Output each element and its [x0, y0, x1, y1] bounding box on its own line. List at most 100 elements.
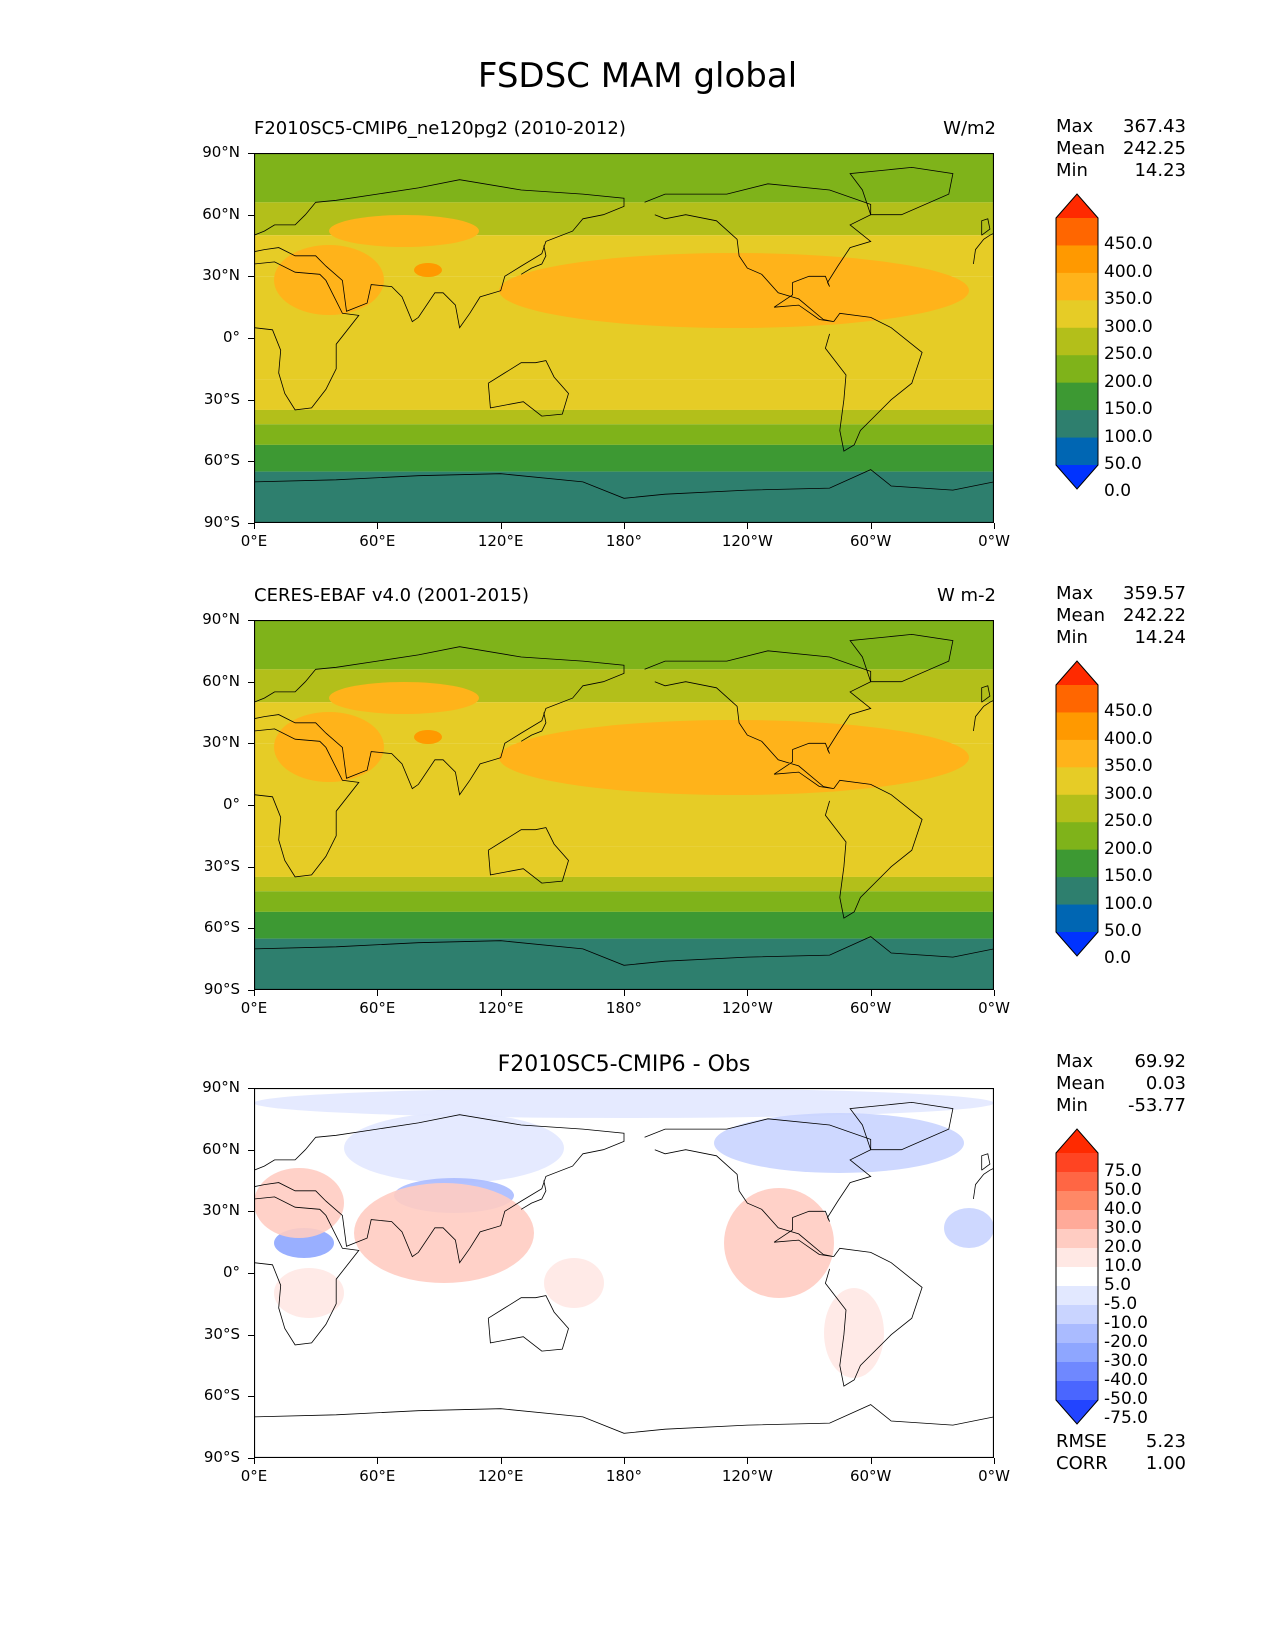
- colorbar-tick-label: -20.0: [1104, 1332, 1148, 1352]
- lat-tick-label: 90°S: [203, 1448, 240, 1466]
- colorbar-tick-label: 350.0: [1104, 289, 1153, 310]
- lon-tick-label: 0°W: [978, 999, 1010, 1017]
- lat-tick-mark: [248, 681, 254, 683]
- lon-tick-mark: [870, 523, 872, 529]
- lat-tick-label: 30°N: [202, 1201, 240, 1220]
- panel-title: F2010SC5-CMIP6 - Obs: [497, 1052, 751, 1077]
- zonal-band: [254, 876, 994, 892]
- coastline: [849, 633, 954, 683]
- stat-min: Min 14.23: [1056, 160, 1186, 182]
- lon-tick-label: 60°E: [359, 999, 396, 1017]
- panel-units: W m-2: [936, 585, 996, 606]
- stat-value: 0.03: [1145, 1073, 1186, 1094]
- coastline: [520, 712, 547, 742]
- colorbar-extend-min: [1056, 1400, 1098, 1424]
- colorbar-extend-min: [1056, 932, 1098, 956]
- coastline: [824, 312, 923, 452]
- stat-label: Mean: [1056, 1073, 1106, 1094]
- colorbar-extend-max: [1056, 194, 1098, 218]
- stat-value: 14.23: [1134, 160, 1186, 181]
- stat-label: RMSE: [1056, 1431, 1107, 1452]
- stat-max: Max 69.92: [1056, 1051, 1186, 1073]
- map-plot: [254, 153, 994, 523]
- colorbar-segment: [1056, 437, 1098, 466]
- panel-units: W/m2: [943, 118, 996, 139]
- high-flux-region: [274, 245, 384, 315]
- lon-tick-label: 120°E: [477, 999, 524, 1017]
- colorbar-segment: [1056, 1172, 1098, 1192]
- high-flux-region: [499, 720, 969, 795]
- stat-label: Min: [1056, 627, 1088, 648]
- colorbar-segment: [1056, 1286, 1098, 1306]
- colorbar-tick-label: 450.0: [1104, 701, 1153, 722]
- lat-tick-mark: [248, 276, 254, 278]
- colorbar-tick-label: 100.0: [1104, 426, 1153, 447]
- colorbar-tick-label: 250.0: [1104, 344, 1153, 365]
- zonal-band: [254, 471, 994, 523]
- lon-tick-label: 180°: [605, 999, 643, 1017]
- colorbar-tick-label: 250.0: [1104, 811, 1153, 832]
- anomaly-region: [824, 1288, 884, 1378]
- lon-tick-label: 120°E: [477, 1467, 524, 1485]
- coastline-layer: [254, 166, 994, 499]
- lon-tick-label: 120°W: [721, 999, 773, 1017]
- lat-tick-mark: [248, 1211, 254, 1213]
- coastline: [254, 1196, 360, 1346]
- colorbar-segment: [1056, 1210, 1098, 1230]
- lat-tick-label: 60°S: [203, 451, 240, 470]
- stat-label: Max: [1056, 1051, 1094, 1072]
- coastline: [973, 232, 994, 265]
- stat-rmse: RMSE 5.23: [1056, 1431, 1186, 1453]
- map-svg: [254, 1088, 994, 1458]
- colorbar-tick-label: -30.0: [1104, 1351, 1148, 1371]
- lon-tick-label: 60°W: [849, 1467, 892, 1485]
- lon-tick-mark: [624, 990, 625, 996]
- map-svg: [254, 620, 994, 990]
- coastline: [254, 1114, 625, 1264]
- colorbar-segment: [1056, 1153, 1098, 1173]
- zonal-band: [254, 424, 994, 445]
- high-flux-region: [499, 253, 969, 328]
- colorbar-segment: [1056, 355, 1098, 384]
- stat-min: Min -53.77: [1056, 1095, 1186, 1117]
- colorbar-tick-label: 150.0: [1104, 866, 1153, 887]
- lat-tick-label: 90°N: [202, 143, 240, 161]
- lat-tick-mark: [248, 1458, 254, 1459]
- coastline: [973, 699, 994, 732]
- stat-label: Min: [1056, 160, 1088, 181]
- coastline: [824, 1247, 923, 1387]
- lat-tick-label: 60°N: [202, 671, 240, 690]
- colorbar-tick-label: 100.0: [1104, 893, 1153, 914]
- tibetan-plateau-max: [414, 730, 442, 744]
- lat-tick-mark: [248, 1334, 254, 1336]
- stat-mean: Mean 242.25: [1056, 138, 1186, 160]
- lat-tick-mark: [248, 866, 254, 868]
- lat-tick-mark: [248, 214, 254, 216]
- lon-tick-mark: [994, 990, 995, 996]
- anomaly-region: [544, 1258, 604, 1308]
- coastline: [849, 166, 954, 216]
- stat-label: Max: [1056, 583, 1094, 604]
- lat-tick-label: 90°N: [202, 1078, 240, 1096]
- colorbar-tick-label: 0.0: [1104, 481, 1132, 502]
- colorbar-tick-label: 20.0: [1104, 1237, 1142, 1257]
- colorbar-segment: [1056, 300, 1098, 329]
- field-layer: [254, 153, 994, 523]
- coastline: [520, 245, 547, 275]
- lon-tick-label: 60°E: [359, 532, 396, 550]
- coastline: [981, 685, 991, 703]
- stat-max: Max 359.57: [1056, 583, 1186, 605]
- lon-tick-label: 60°W: [849, 532, 892, 550]
- stat-max: Max 367.43: [1056, 116, 1186, 138]
- lon-tick-label: 120°E: [477, 532, 524, 550]
- stat-value: 242.25: [1123, 138, 1186, 159]
- stats-block: Max 359.57 Mean 242.22 Min 14.24: [1056, 583, 1186, 649]
- panel-obs: CERES-EBAF v4.0 (2001-2015) W m-2 Max 359…: [0, 0, 1275, 990]
- lat-tick-mark: [248, 928, 254, 930]
- lon-tick-label: 0°E: [240, 999, 268, 1017]
- lon-tick-mark: [500, 523, 502, 529]
- error-stats-block: RMSE 5.23 CORR 1.00: [1056, 1431, 1186, 1475]
- anomaly-region: [254, 1168, 344, 1238]
- lat-tick-label: 30°N: [202, 733, 240, 752]
- lon-tick-mark: [254, 990, 255, 996]
